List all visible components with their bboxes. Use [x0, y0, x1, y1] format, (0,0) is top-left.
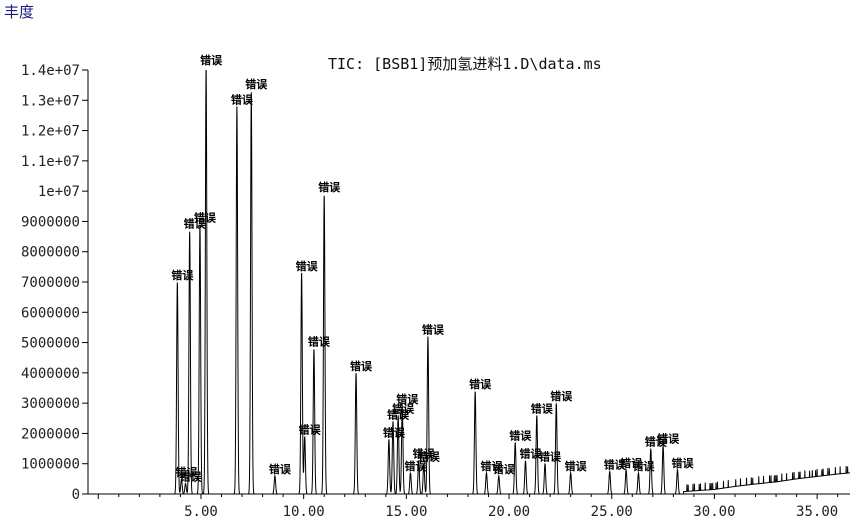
- y-tick-label: 1.3e+07: [21, 93, 80, 109]
- peak-label: 错误: [392, 401, 415, 415]
- peak-label: 错误: [350, 359, 373, 373]
- y-tick-label: 6000000: [21, 305, 80, 321]
- y-axis-label: 丰度: [4, 3, 35, 21]
- y-tick-label: 1000000: [21, 457, 80, 473]
- peak-label: 错误: [299, 422, 322, 436]
- peak-labels: 错误错误错误错误错误错误错误错误错误错误错误错误错误错误错误错误错误错误错误错误…: [171, 53, 694, 483]
- peak-label: 错误: [318, 180, 341, 194]
- peak-label: 错误: [175, 465, 198, 479]
- peak-label: 错误: [531, 401, 554, 415]
- peak-label: 错误: [396, 392, 419, 406]
- peak-label: 错误: [231, 92, 254, 106]
- peak-label: 错误: [245, 77, 268, 91]
- peak-label: 错误: [519, 447, 542, 461]
- y-tick-label: 9000000: [21, 214, 80, 230]
- peak-label: 错误: [469, 377, 492, 391]
- peak-label: 错误: [645, 435, 668, 449]
- x-tick-label: 35.00: [796, 504, 838, 520]
- peak-label: 错误: [565, 459, 588, 473]
- peak-label: 错误: [184, 217, 207, 231]
- peak-label: 错误: [539, 450, 562, 464]
- x-tick-label: 10.00: [283, 504, 325, 520]
- peak-label: 错误: [509, 429, 532, 443]
- peak-label: 错误: [308, 335, 331, 349]
- y-tick-label: 3000000: [21, 396, 80, 412]
- y-tick-label: 1.2e+07: [21, 124, 80, 140]
- peak-label: 错误: [418, 450, 441, 464]
- y-tick-label: 5000000: [21, 336, 80, 352]
- peak-label: 错误: [296, 259, 319, 273]
- peak-label: 错误: [493, 462, 516, 476]
- peak-label: 错误: [657, 432, 680, 446]
- peak-label: 错误: [550, 389, 573, 403]
- peak-label: 错误: [413, 447, 436, 461]
- y-tick-label: 1.4e+07: [21, 63, 80, 79]
- y-tick-label: 1e+07: [38, 184, 80, 200]
- y-axis-ticks: 0 1000000 2000000 3000000 4000000 5000000 6000…: [21, 63, 88, 503]
- peak-label: 错误: [200, 53, 223, 67]
- x-tick-label: 5.00: [184, 504, 218, 520]
- peak-label: 错误: [671, 456, 694, 470]
- y-tick-label: 1.1e+07: [21, 154, 80, 170]
- peak-label: 错误: [422, 323, 445, 337]
- x-tick-label: 20.00: [488, 504, 530, 520]
- peak-label: 错误: [632, 459, 655, 473]
- peak-label: 错误: [387, 407, 410, 421]
- y-tick-label: 2000000: [21, 426, 80, 442]
- peak-label: 错误: [180, 469, 203, 483]
- y-tick-label: 4000000: [21, 366, 80, 382]
- x-tick-label: 25.00: [591, 504, 633, 520]
- axes: [87, 70, 850, 495]
- chart-title: TIC: [BSB1]预加氢进料1.D\data.ms: [328, 55, 602, 73]
- y-tick-label: 0: [72, 487, 80, 503]
- x-axis-ticks: 5.00 10.00 15.00 20.00 25.00 30.00 35.00: [97, 494, 838, 520]
- peak-label: 错误: [383, 425, 406, 439]
- peak-label: 错误: [480, 459, 503, 473]
- peak-label: 错误: [269, 462, 292, 476]
- peak-label: 错误: [171, 268, 194, 282]
- x-tick-label: 15.00: [385, 504, 427, 520]
- y-tick-label: 8000000: [21, 245, 80, 261]
- peak-label: 错误: [404, 459, 427, 473]
- x-tick-label: 30.00: [693, 504, 735, 520]
- y-tick-label: 7000000: [21, 275, 80, 291]
- tic-trace: [118, 69, 851, 495]
- peak-label: 错误: [604, 457, 627, 471]
- peak-label: 错误: [194, 210, 217, 224]
- peak-label: 错误: [620, 456, 643, 470]
